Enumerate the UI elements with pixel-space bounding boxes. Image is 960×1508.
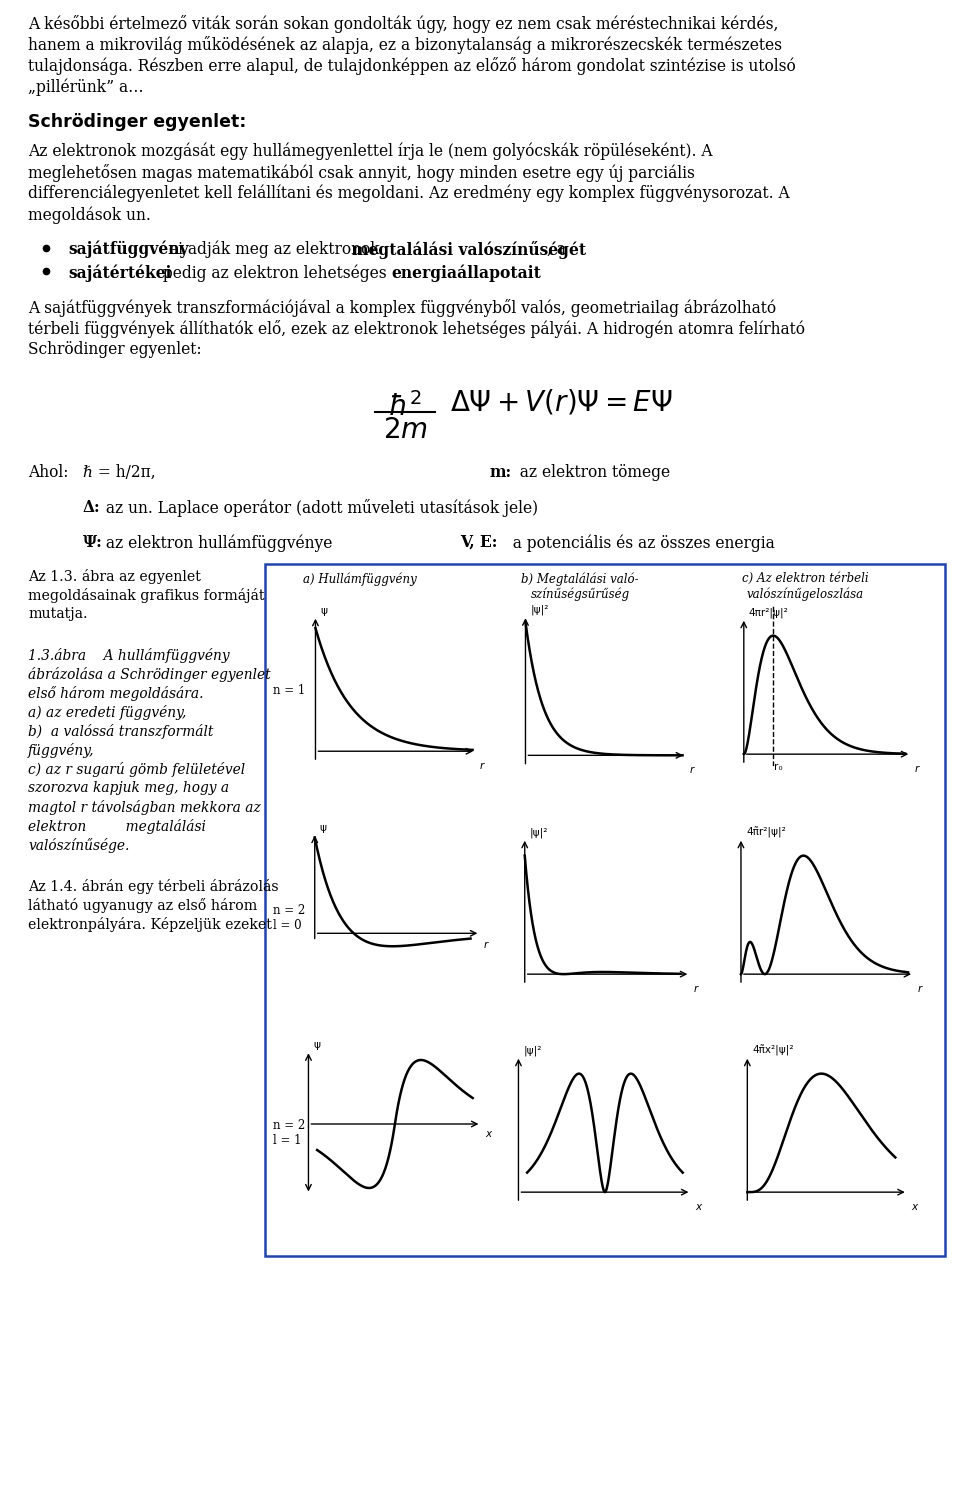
Text: sajátértékei: sajátértékei [68,264,172,282]
Text: b)  a valóssá transzformált: b) a valóssá transzformált [28,724,213,739]
Text: x: x [485,1129,491,1139]
Text: megtalálási valószínűségét: megtalálási valószínűségét [352,241,587,259]
Text: elektron         megtalálási: elektron megtalálási [28,819,205,834]
Text: függvény,: függvény, [28,743,94,759]
Text: r: r [479,760,484,771]
Text: 4π̃r²|ψ|²: 4π̃r²|ψ|² [746,826,786,838]
Text: n = 2
l = 0: n = 2 l = 0 [273,903,305,932]
Text: a potenciális és az összes energia: a potenciális és az összes energia [503,534,775,552]
Text: b) Megtalálási való-
színűségsűrűség: b) Megtalálási való- színűségsűrűség [521,572,638,602]
Text: r₀: r₀ [775,763,783,772]
Text: |ψ|²: |ψ|² [530,828,548,838]
Text: a) az eredeti függvény,: a) az eredeti függvény, [28,706,186,719]
Text: ψ: ψ [321,606,327,615]
Text: Az elektronok mozgását egy hullámegyenlettel írja le (nem golyócskák röpülésekén: Az elektronok mozgását egy hullámegyenle… [28,143,712,160]
Text: m:: m: [490,464,512,481]
Text: elektronpályára. Képzeljük ezeket: elektronpályára. Képzeljük ezeket [28,917,272,932]
Text: , a: , a [547,241,565,258]
Text: $\hbar^2$: $\hbar^2$ [388,392,421,422]
Text: $\Delta\Psi + V(r)\Psi = E\Psi$: $\Delta\Psi + V(r)\Psi = E\Psi$ [450,388,673,416]
Text: Ψ:: Ψ: [83,534,103,550]
Text: szorozva kapjuk meg, hogy a: szorozva kapjuk meg, hogy a [28,781,229,795]
Text: ei adják meg az elektronok: ei adják meg az elektronok [169,241,385,258]
Text: x: x [911,1202,917,1212]
Text: első három megoldására.: első három megoldására. [28,686,204,701]
Text: valószínűsége.: valószínűsége. [28,838,130,854]
Text: megoldások un.: megoldások un. [28,207,151,223]
Text: 4π̃x²|ψ|²: 4π̃x²|ψ|² [752,1045,794,1056]
Text: 4πr²|ψ|²: 4πr²|ψ|² [749,608,788,618]
Text: ψ: ψ [320,823,326,832]
Text: A későbbi értelmező viták során sokan gondolták úgy, hogy ez nem csak méréstechn: A későbbi értelmező viták során sokan go… [28,15,779,33]
Text: sajátfüggvény: sajátfüggvény [68,241,188,258]
Text: a) Hullámfüggvény: a) Hullámfüggvény [303,572,417,585]
Text: r: r [918,983,922,994]
Text: megoldásainak grafikus formáját: megoldásainak grafikus formáját [28,588,265,603]
Text: pedig az elektron lehetséges: pedig az elektron lehetséges [158,264,392,282]
Text: az elektron hullámfüggvénye: az elektron hullámfüggvénye [101,534,332,552]
Text: r: r [689,765,693,775]
Text: az un. Laplace operátor (adott műveleti utasítások jele): az un. Laplace operátor (adott műveleti … [101,499,539,517]
Text: .: . [523,264,528,280]
Text: Az 1.4. ábrán egy térbeli ábrázolás: Az 1.4. ábrán egy térbeli ábrázolás [28,879,278,894]
Text: |ψ|²: |ψ|² [530,605,549,615]
Text: differenciálegyenletet kell felállítani és megoldani. Az eredmény egy komplex fü: differenciálegyenletet kell felállítani … [28,185,790,202]
Text: c) az r sugarú gömb felületével: c) az r sugarú gömb felületével [28,762,245,777]
Text: x: x [695,1202,701,1212]
Text: térbeli függvények állíthatók elő, ezek az elektronok lehetséges pályái. A hidro: térbeli függvények állíthatók elő, ezek … [28,320,805,338]
Text: „pillérünk” a…: „pillérünk” a… [28,78,144,95]
Text: n = 2
l = 1: n = 2 l = 1 [273,1119,305,1148]
Text: 1.3.ábra    A hullámfüggvény: 1.3.ábra A hullámfüggvény [28,648,229,664]
Text: c) Az elektron térbeli
valószínűgeloszlása: c) Az elektron térbeli valószínűgeloszlá… [742,572,868,600]
Text: Schrödinger egyenlet:: Schrödinger egyenlet: [28,113,247,131]
Text: ábrázolása a Schrödinger egyenlet: ábrázolása a Schrödinger egyenlet [28,667,271,682]
Text: |ψ|²: |ψ|² [523,1045,542,1056]
Text: magtol r távolságban mekkora az: magtol r távolságban mekkora az [28,801,261,814]
Text: Δ:: Δ: [83,499,101,516]
Text: r: r [693,983,698,994]
Text: meglehetősen magas matematikából csak annyit, hogy minden esetre egy új parciáli: meglehetősen magas matematikából csak an… [28,164,695,182]
Text: az elektron tömege: az elektron tömege [510,464,670,481]
Text: n = 1: n = 1 [273,685,305,697]
Text: $2m$: $2m$ [383,418,427,443]
Text: tulajdonsága. Részben erre alapul, de tulajdonképpen az előző három gondolat szi: tulajdonsága. Részben erre alapul, de tu… [28,57,796,75]
Text: ψ: ψ [314,1041,321,1051]
Text: energiaállapotait: energiaállapotait [391,264,540,282]
Text: A sajátfüggvények transzformációjával a komplex függvényből valós, geometriailag: A sajátfüggvények transzformációjával a … [28,299,776,317]
Text: Ahol:: Ahol: [28,464,68,481]
Text: r: r [484,941,488,950]
Text: r: r [915,763,919,774]
Text: ℏ = h/2π,: ℏ = h/2π, [83,464,156,481]
Text: Schrödinger egyenlet:: Schrödinger egyenlet: [28,341,202,357]
Text: Az 1.3. ábra az egyenlet: Az 1.3. ábra az egyenlet [28,569,201,584]
Text: V, E:: V, E: [460,534,497,550]
Text: mutatja.: mutatja. [28,608,87,621]
Text: látható ugyanugy az első három: látható ugyanugy az első három [28,897,257,912]
Text: hanem a mikrovilág működésének az alapja, ez a bizonytalanság a mikrorészecskék : hanem a mikrovilág működésének az alapja… [28,36,782,54]
Bar [265,564,945,1256]
